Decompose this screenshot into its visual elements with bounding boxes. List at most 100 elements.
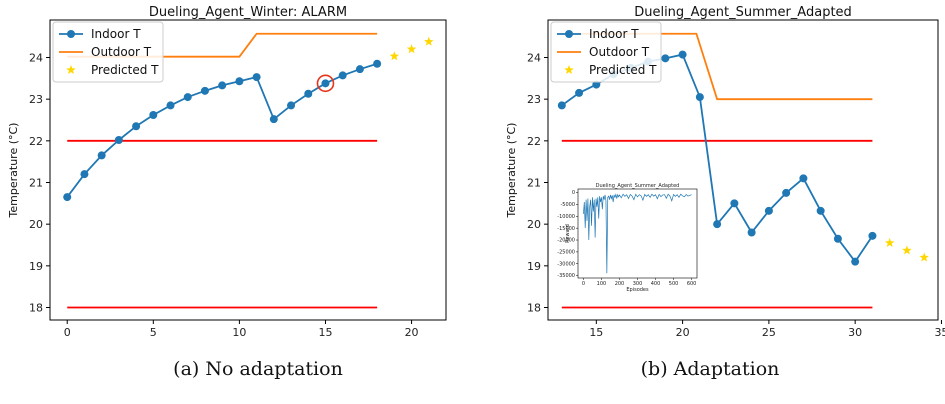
y-tick-label: 24 — [527, 52, 541, 65]
inset-x-axis-label: Episodes — [626, 287, 649, 293]
inset-x-tick-label: 100 — [597, 281, 607, 287]
predicted-star — [884, 237, 895, 247]
indoor-point — [816, 206, 825, 215]
indoor-point — [235, 77, 244, 86]
alarm-highlight-circle — [316, 74, 335, 93]
indoor-point — [321, 79, 330, 88]
legend-entry: Predicted T — [589, 63, 657, 77]
x-tick-label: 5 — [150, 326, 157, 339]
predicted-star — [424, 36, 434, 46]
inset-background — [566, 180, 702, 292]
indoor-point — [678, 50, 687, 59]
predicted-star — [902, 245, 912, 255]
x-tick-label: 15 — [589, 326, 603, 339]
y-tick-label: 23 — [29, 93, 43, 106]
legend-star-icon — [564, 65, 574, 75]
inset-x-tick-label: 400 — [651, 281, 661, 287]
y-axis-label: Temperature (°C) — [505, 123, 518, 219]
indoor-point — [695, 93, 704, 102]
x-tick-label: 35 — [934, 326, 945, 339]
indoor-point — [218, 81, 227, 90]
inset-x-tick-label: 200 — [615, 281, 625, 287]
legend-dot-icon — [565, 30, 573, 38]
y-tick-label: 22 — [29, 135, 43, 148]
indoor-point — [575, 88, 584, 97]
indoor-point — [132, 122, 141, 131]
inset-y-tick-label: -15000 — [557, 226, 575, 232]
x-tick-label: 20 — [405, 326, 419, 339]
inset-y-tick-label: 0 — [572, 190, 575, 196]
y-tick-label: 19 — [29, 260, 43, 273]
chart-title: Dueling_Agent_Winter: ALARM — [149, 5, 347, 20]
indoor-point — [287, 101, 296, 110]
caption-b: (b) Adaptation — [640, 358, 780, 380]
x-tick-label: 0 — [64, 326, 71, 339]
indoor-point — [355, 65, 364, 74]
indoor-point — [557, 101, 566, 110]
chart-title: Dueling_Agent_Summer_Adapted — [634, 5, 852, 20]
indoor-point — [851, 257, 860, 266]
y-tick-label: 23 — [527, 93, 541, 106]
inset-reward-line — [583, 193, 692, 274]
indoor-point — [252, 73, 261, 82]
x-tick-label: 30 — [848, 326, 862, 339]
indoor-point — [799, 174, 808, 183]
caption-a: (a) No adaptation — [173, 358, 343, 380]
x-tick-label: 10 — [232, 326, 246, 339]
y-tick-label: 24 — [29, 52, 43, 65]
inset-y-tick-label: -20000 — [557, 238, 575, 244]
indoor-point — [782, 188, 791, 197]
x-tick-label: 25 — [762, 326, 776, 339]
y-tick-label: 21 — [527, 177, 541, 190]
y-tick-label: 20 — [29, 218, 43, 231]
indoor-point — [747, 228, 756, 237]
inset-y-tick-label: -35000 — [557, 273, 575, 279]
legend-box — [52, 21, 164, 83]
indoor-point — [868, 231, 877, 240]
x-tick-label: 20 — [676, 326, 690, 339]
indoor-point — [592, 80, 601, 89]
indoor-point — [200, 86, 209, 95]
indoor-point — [338, 71, 347, 80]
indoor-point — [149, 111, 158, 119]
inset-reward-chart: 0 100 200 300 400 500 600 0 -5000 -10000 -15000 -20… — [557, 180, 702, 293]
predicted-star — [406, 44, 417, 54]
predicted-star — [919, 252, 929, 262]
indoor-point — [63, 193, 72, 202]
x-tick-label: 15 — [318, 326, 332, 339]
y-tick-label: 19 — [527, 260, 541, 273]
predicted-star — [389, 51, 400, 61]
inset-y-tick-label: -30000 — [557, 261, 575, 267]
y-tick-label: 20 — [527, 218, 541, 231]
indoor-point — [304, 89, 313, 98]
indoor-point — [730, 199, 739, 208]
y-tick-label: 22 — [527, 135, 541, 148]
indoor-point — [166, 101, 175, 110]
inset-y-tick-label: -25000 — [557, 249, 575, 255]
indoor-point — [269, 115, 278, 124]
inset-y-tick-label: -5000 — [560, 202, 575, 208]
legend-star-icon — [66, 65, 76, 75]
legend-dot-icon — [67, 30, 75, 38]
legend-entry: Indoor T — [91, 27, 141, 41]
inset-x-tick-label: 0 — [582, 281, 585, 287]
indoor-point — [97, 151, 106, 160]
legend-box — [550, 21, 662, 83]
plot-frame — [49, 19, 447, 321]
plot-frame — [547, 19, 939, 321]
y-axis-label: Temperature (°C) — [7, 123, 20, 219]
legend-entry: Outdoor T — [91, 45, 152, 59]
inset-x-tick-label: 300 — [633, 281, 643, 287]
chart-summer-adapted: 15 20 25 30 35 18 19 20 21 22 23 24 Dueling_Agent_Su… — [505, 5, 945, 339]
indoor-point — [764, 206, 773, 215]
indoor-point — [183, 93, 192, 102]
indoor-point — [373, 59, 382, 68]
indoor-point — [114, 136, 123, 144]
indoor-point — [80, 170, 89, 179]
y-tick-label: 18 — [527, 302, 541, 315]
inset-title: Dueling_Agent_Summer_Adapted — [596, 183, 680, 189]
chart-winter-no-adaptation: 0 5 10 15 20 18 19 20 21 22 23 24 Dueling_Agent_Wint… — [7, 5, 447, 339]
inset-x-tick-label: 500 — [669, 281, 679, 287]
indoor-point — [713, 220, 722, 229]
